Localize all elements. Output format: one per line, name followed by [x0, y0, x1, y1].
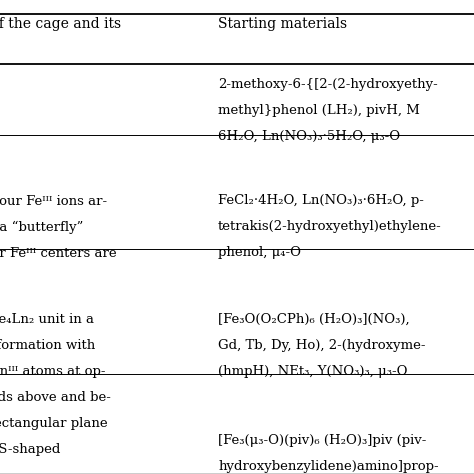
- Text: [Fe₃O(O₂CPh)₆ (H₂O)₃](NO₃),: [Fe₃O(O₂CPh)₆ (H₂O)₃](NO₃),: [218, 313, 410, 326]
- Text: e, four Feᴵᴵᴵ centers are: e, four Feᴵᴵᴵ centers are: [0, 246, 117, 259]
- Text: tral Fe₄Ln₂ unit in a: tral Fe₄Ln₂ unit in a: [0, 313, 94, 326]
- Text: two Lnᴵᴵᴵ atoms at op-: two Lnᴵᴵᴵ atoms at op-: [0, 365, 106, 378]
- Text: Fe₄ rectangular plane: Fe₄ rectangular plane: [0, 417, 108, 430]
- Text: FeCl₂·4H₂O, Ln(NO₃)₃·6H₂O, p-: FeCl₂·4H₂O, Ln(NO₃)₃·6H₂O, p-: [218, 194, 424, 207]
- Text: Gd, Tb, Dy, Ho), 2-(hydroxyme-: Gd, Tb, Dy, Ho), 2-(hydroxyme-: [218, 339, 426, 352]
- Text: methyl}phenol (LH₂), pivH, M: methyl}phenol (LH₂), pivH, M: [218, 104, 420, 117]
- Text: ce ends above and be-: ce ends above and be-: [0, 391, 111, 404]
- Text: [Fe₃(μ₃-O)(piv)₆ (H₂O)₃]piv (piv-: [Fe₃(μ₃-O)(piv)₆ (H₂O)₃]piv (piv-: [218, 434, 427, 447]
- Text: 2-methoxy-6-{[2-(2-hydroxyethy-: 2-methoxy-6-{[2-(2-hydroxyethy-: [218, 78, 438, 91]
- Text: tral, four Feᴵᴵᴵ ions ar-: tral, four Feᴵᴵᴵ ions ar-: [0, 194, 107, 207]
- Text: ed in a “butterfly”: ed in a “butterfly”: [0, 220, 83, 234]
- Text: phenol, μ₄-O: phenol, μ₄-O: [218, 246, 301, 259]
- Text: onic, S-shaped: onic, S-shaped: [0, 443, 61, 456]
- Text: 6H₂O, Ln(NO₃)₃·5H₂O, μ₃-O: 6H₂O, Ln(NO₃)₃·5H₂O, μ₃-O: [218, 130, 400, 143]
- Text: ure of the cage and its: ure of the cage and its: [0, 17, 121, 31]
- Text: (hmpH), NEt₃, Y(NO₃)₃, μ₃-O: (hmpH), NEt₃, Y(NO₃)₃, μ₃-O: [218, 365, 408, 378]
- Text: tetrakis(2-hydroxyethyl)ethylene-: tetrakis(2-hydroxyethyl)ethylene-: [218, 220, 442, 233]
- Text: Starting materials: Starting materials: [218, 17, 347, 31]
- Text: r conformation with: r conformation with: [0, 339, 95, 352]
- Text: hydroxybenzylidene)amino]prop-: hydroxybenzylidene)amino]prop-: [218, 460, 438, 473]
